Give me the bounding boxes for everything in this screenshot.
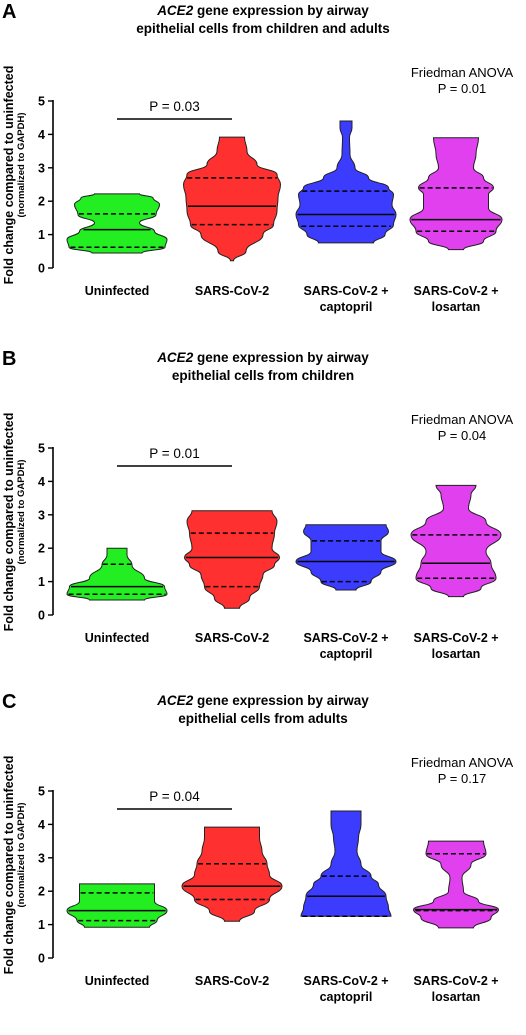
x-category-label: losartan xyxy=(432,990,481,1004)
comparison-p-value: P = 0.03 xyxy=(149,99,199,114)
violin-shape xyxy=(300,810,392,917)
y-axis-label: Fold change compared to uninfected xyxy=(2,66,16,285)
violin-group xyxy=(182,136,282,262)
chart-title-line2: epithelial cells from adults xyxy=(178,711,348,726)
violin-shape xyxy=(66,883,168,928)
violin-group xyxy=(66,193,168,254)
y-tick-label: 1 xyxy=(38,575,45,589)
x-category-label: SARS-CoV-2 + xyxy=(413,631,498,645)
y-axis-sublabel: (normalized to GAPDH) xyxy=(16,459,27,564)
x-category-label: captopril xyxy=(320,647,373,661)
comparison-p-value: P = 0.04 xyxy=(149,789,200,804)
x-category-label: losartan xyxy=(432,300,481,314)
panel-letter: A xyxy=(2,1,16,23)
stat-p-value: P = 0.17 xyxy=(438,771,487,786)
y-axis-sublabel: (normalized to GAPDH) xyxy=(16,802,27,907)
x-category-label: captopril xyxy=(320,990,373,1004)
chart-title-italic: ACE2 xyxy=(156,693,194,708)
x-category-label: losartan xyxy=(432,647,481,661)
violin-shape xyxy=(66,193,168,254)
chart-title-rest: gene expression by airway xyxy=(193,693,369,708)
y-tick-label: 5 xyxy=(38,442,45,456)
x-category-label: Uninfected xyxy=(85,631,150,645)
y-axis-label: Fold change compared to uninfected xyxy=(2,756,16,975)
y-axis-label: Fold change compared to uninfected xyxy=(2,413,16,632)
stat-p-value: P = 0.01 xyxy=(438,81,487,96)
x-category-label: SARS-CoV-2 xyxy=(195,974,269,988)
chart-title-italic: ACE2 xyxy=(156,3,194,18)
y-tick-label: 0 xyxy=(38,262,45,276)
y-tick-label: 4 xyxy=(38,475,45,489)
chart-title: ACE2 gene expression by airway xyxy=(156,350,369,365)
y-tick-label: 4 xyxy=(38,818,45,832)
violin-shape xyxy=(409,137,503,251)
panel-c: C ACE2 gene expression by airway epithelia… xyxy=(2,691,513,1004)
y-tick-label: 4 xyxy=(38,128,45,142)
chart-title-line2: epithelial cells from children xyxy=(172,368,354,383)
panel-b: B ACE2 gene expression by airway epithelia… xyxy=(2,348,513,661)
x-category-label: SARS-CoV-2 + xyxy=(303,974,388,988)
violin-group xyxy=(295,120,397,244)
violin-shape xyxy=(182,136,282,262)
y-tick-label: 5 xyxy=(38,785,45,799)
stat-p-value: P = 0.04 xyxy=(438,428,487,443)
chart-title-rest: gene expression by airway xyxy=(193,350,369,365)
y-tick-label: 2 xyxy=(38,195,45,209)
y-tick-label: 1 xyxy=(38,228,45,242)
violin-group xyxy=(66,883,168,928)
chart-title-line2: epithelial cells from children and adult… xyxy=(136,21,390,36)
y-tick-label: 3 xyxy=(38,161,45,175)
violin-group xyxy=(409,137,503,251)
violin-shape xyxy=(410,484,502,598)
chart-title-italic: ACE2 xyxy=(156,350,194,365)
panel-a: A ACE2 gene expression by airway epithelia… xyxy=(2,1,513,314)
chart-title: ACE2 gene expression by airway xyxy=(156,693,369,708)
violin-group xyxy=(412,840,500,929)
violin-shape xyxy=(412,840,500,929)
violin-group xyxy=(295,524,397,591)
x-category-label: SARS-CoV-2 + xyxy=(413,974,498,988)
violin-shape xyxy=(183,510,281,609)
comparison-p-value: P = 0.01 xyxy=(149,446,199,461)
x-category-label: SARS-CoV-2 + xyxy=(303,284,388,298)
violin-shape xyxy=(295,120,397,244)
x-category-label: SARS-CoV-2 + xyxy=(303,631,388,645)
y-tick-label: 3 xyxy=(38,508,45,522)
stat-test-label: Friedman ANOVA xyxy=(411,412,514,427)
x-category-label: Uninfected xyxy=(85,284,150,298)
x-category-label: SARS-CoV-2 xyxy=(195,284,269,298)
stat-test-label: Friedman ANOVA xyxy=(411,755,514,770)
y-tick-label: 2 xyxy=(38,885,45,899)
violin-group xyxy=(300,810,392,917)
y-tick-label: 3 xyxy=(38,851,45,865)
chart-title: ACE2 gene expression by airway xyxy=(156,3,369,18)
violin-group xyxy=(66,547,168,601)
panel-letter: B xyxy=(2,348,16,370)
x-category-label: SARS-CoV-2 + xyxy=(413,284,498,298)
y-tick-label: 0 xyxy=(38,952,45,966)
y-tick-label: 0 xyxy=(38,609,45,623)
y-tick-label: 1 xyxy=(38,918,45,932)
violin-group xyxy=(181,826,283,922)
violin-shape xyxy=(295,524,397,591)
y-tick-label: 2 xyxy=(38,542,45,556)
x-category-label: Uninfected xyxy=(85,974,150,988)
violin-group xyxy=(183,510,281,609)
chart-title-rest: gene expression by airway xyxy=(193,3,369,18)
panel-letter: C xyxy=(2,691,16,713)
y-tick-label: 5 xyxy=(38,95,45,109)
violin-group xyxy=(410,484,502,598)
x-category-label: SARS-CoV-2 xyxy=(195,631,269,645)
violin-shape xyxy=(181,826,283,922)
stat-test-label: Friedman ANOVA xyxy=(411,65,514,80)
x-category-label: captopril xyxy=(320,300,373,314)
y-axis-sublabel: (normalized to GAPDH) xyxy=(16,112,27,217)
violin-shape xyxy=(66,547,168,601)
